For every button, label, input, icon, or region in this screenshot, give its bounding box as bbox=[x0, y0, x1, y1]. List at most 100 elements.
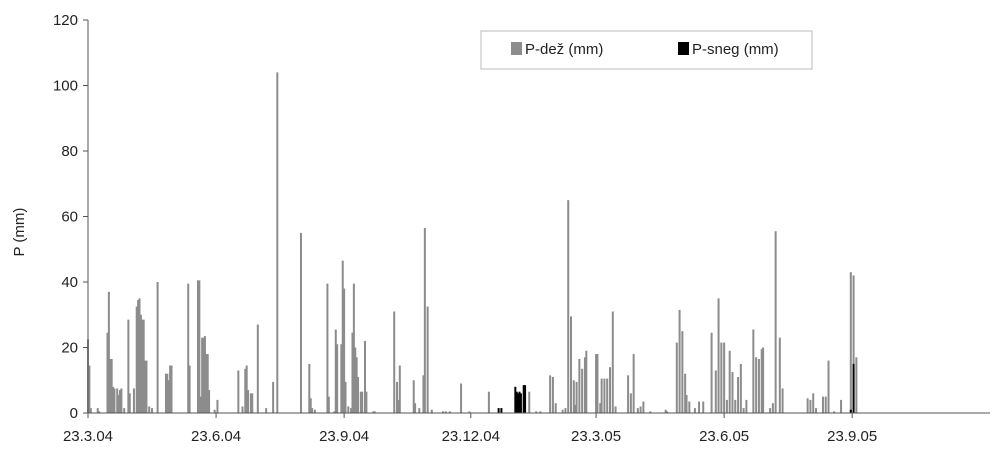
rain-bar bbox=[213, 409, 216, 413]
rain-bar bbox=[343, 288, 346, 413]
rain-bar bbox=[251, 393, 254, 413]
rain-bar bbox=[849, 272, 852, 413]
snow-bar bbox=[515, 391, 518, 413]
rain-bar bbox=[603, 378, 606, 413]
rain-bar bbox=[585, 350, 588, 413]
snow-bar bbox=[518, 391, 521, 413]
rain-bar bbox=[460, 383, 463, 413]
rain-bar bbox=[272, 381, 275, 413]
y-tick-label: 100 bbox=[53, 78, 78, 95]
rain-bar bbox=[739, 363, 742, 414]
rain-bar bbox=[554, 403, 557, 413]
rain-bar bbox=[664, 409, 667, 413]
rain-bar bbox=[855, 357, 858, 413]
rain-bar bbox=[117, 394, 120, 413]
rain-bar bbox=[151, 408, 154, 413]
rain-bar bbox=[762, 347, 765, 413]
rain-bar bbox=[737, 376, 740, 413]
rain-bar bbox=[141, 319, 144, 413]
rain-bar bbox=[627, 375, 630, 413]
rain-bar bbox=[636, 408, 639, 413]
rain-series bbox=[87, 72, 858, 414]
rain-bar bbox=[720, 342, 723, 413]
rain-bar bbox=[98, 411, 101, 413]
rain-bar bbox=[681, 331, 684, 414]
rain-bar bbox=[734, 399, 737, 413]
y-axis-title: P (mm) bbox=[11, 208, 28, 257]
rain-bar bbox=[372, 411, 375, 413]
rain-bar bbox=[109, 358, 112, 413]
rain-bar bbox=[714, 370, 717, 413]
rain-bar bbox=[110, 358, 113, 413]
rain-bar bbox=[355, 357, 358, 413]
rain-bar bbox=[397, 399, 400, 413]
rain-bar bbox=[326, 283, 329, 413]
rain-bar bbox=[333, 411, 336, 413]
rain-bar bbox=[123, 408, 126, 413]
rain-bar bbox=[128, 393, 131, 413]
rain-bar bbox=[549, 375, 552, 413]
rain-bar bbox=[444, 411, 447, 413]
rain-bar bbox=[642, 401, 645, 413]
snow-bar bbox=[519, 393, 522, 413]
rain-bar bbox=[468, 411, 471, 413]
rain-bar bbox=[806, 398, 809, 413]
rain-bar bbox=[247, 390, 250, 413]
rain-bar bbox=[89, 408, 92, 413]
y-tick-label: 60 bbox=[61, 209, 78, 226]
legend-swatch bbox=[511, 42, 522, 55]
rain-bar bbox=[572, 380, 575, 413]
rain-bar bbox=[396, 381, 399, 413]
rain-bar bbox=[351, 332, 354, 413]
rain-bar bbox=[666, 411, 669, 413]
x-tick-label: 23.9.04 bbox=[319, 428, 369, 445]
rain-bar bbox=[203, 336, 206, 413]
rain-bar bbox=[840, 399, 843, 413]
rain-bar bbox=[606, 378, 609, 413]
rain-bar bbox=[448, 411, 451, 413]
rain-bar bbox=[688, 401, 691, 413]
rain-bar bbox=[202, 337, 205, 413]
rain-bar bbox=[608, 367, 611, 413]
rain-bar bbox=[364, 340, 366, 413]
rain-bar bbox=[698, 401, 701, 413]
rain-bar bbox=[414, 403, 417, 413]
rain-bar bbox=[120, 388, 123, 413]
rain-bar bbox=[196, 280, 199, 413]
x-tick-label: 23.9.05 bbox=[827, 428, 877, 445]
rain-bar bbox=[361, 391, 364, 413]
rain-bar bbox=[600, 378, 603, 413]
snow-bar bbox=[852, 363, 855, 414]
rain-bar bbox=[135, 306, 138, 413]
rain-bar bbox=[614, 406, 617, 413]
rain-bar bbox=[393, 311, 396, 413]
rain-bar bbox=[138, 298, 141, 414]
x-tick-label: 23.6.04 bbox=[191, 428, 241, 445]
rain-bar bbox=[611, 311, 614, 413]
rain-bar bbox=[350, 408, 353, 413]
rain-bar bbox=[96, 408, 99, 413]
rain-bar bbox=[757, 358, 760, 413]
rain-bar bbox=[742, 408, 745, 413]
rain-bar bbox=[728, 350, 731, 413]
snow-bar bbox=[849, 409, 852, 413]
rain-bar bbox=[156, 282, 159, 413]
rain-bar bbox=[412, 380, 415, 413]
rain-bar bbox=[365, 391, 368, 413]
rain-bar bbox=[539, 411, 542, 413]
rain-bar bbox=[127, 319, 130, 413]
rain-bar bbox=[359, 391, 362, 413]
rain-bar bbox=[570, 316, 573, 413]
snow-bar bbox=[514, 386, 517, 413]
rain-bar bbox=[702, 401, 705, 413]
rain-bar bbox=[561, 409, 564, 413]
axes: 0 20 40 60 80 100 120 23.3.04 23.6.04 23.9.04 23.1… bbox=[11, 12, 990, 445]
rain-bar bbox=[426, 306, 429, 413]
rain-bar bbox=[599, 403, 602, 413]
rain-bar bbox=[164, 373, 167, 413]
rain-bar bbox=[731, 372, 734, 413]
rain-bar bbox=[341, 260, 344, 413]
rain-bar bbox=[596, 354, 599, 413]
rain-bar bbox=[717, 298, 720, 414]
